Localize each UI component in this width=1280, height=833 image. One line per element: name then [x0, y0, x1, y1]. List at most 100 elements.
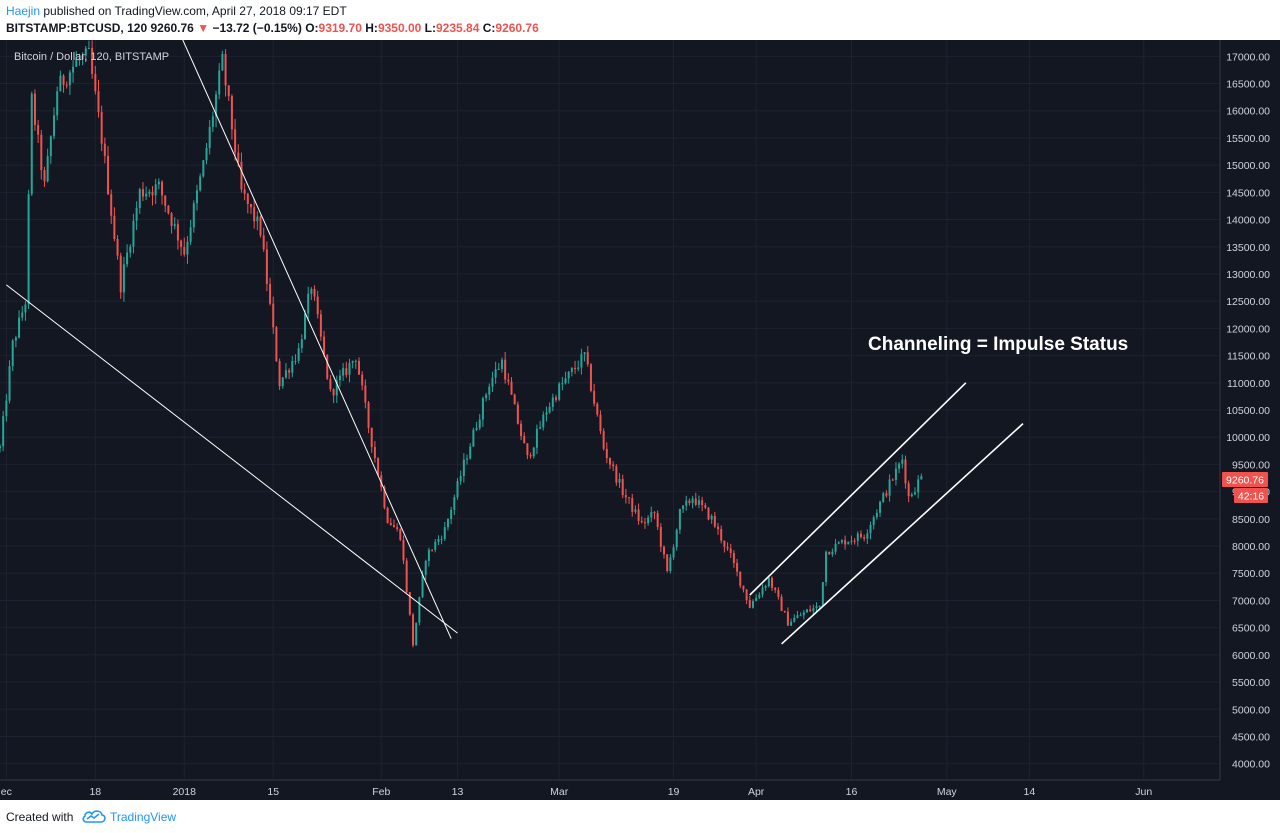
candle-body: [621, 479, 624, 496]
candle-body: [675, 529, 678, 548]
candle-body: [259, 216, 262, 236]
candle-body: [694, 498, 697, 505]
x-tick-label: 14: [1024, 786, 1036, 798]
candle-body: [745, 589, 748, 601]
candle-body: [751, 601, 754, 608]
candle-body: [2, 416, 5, 447]
candle-body: [278, 361, 281, 387]
candle-body: [663, 546, 666, 555]
trendline[interactable]: [749, 382, 967, 596]
candle-body: [561, 383, 564, 385]
close-value: 9260.76: [495, 21, 539, 35]
candle-body: [729, 548, 732, 554]
candle-body: [624, 495, 627, 498]
trendline[interactable]: [6, 284, 458, 634]
candle-body: [602, 431, 605, 449]
candle-body: [796, 615, 799, 618]
candle-body: [313, 288, 316, 297]
candle-body: [574, 368, 577, 370]
y-tick-label: 11000.00: [1227, 378, 1270, 390]
candle-body: [234, 129, 237, 153]
candle-body: [110, 194, 113, 216]
candle-body: [682, 505, 685, 510]
close-label: C:: [482, 21, 496, 35]
x-tick-label: 16: [846, 786, 858, 798]
candle-body: [678, 509, 681, 530]
chart-container[interactable]: 4000.00 4500.00 5000.00 5500.00 6000.00 6500.…: [0, 28, 1280, 800]
low-label: L:: [424, 21, 436, 35]
tradingview-brand-link[interactable]: TradingView: [110, 810, 177, 824]
candle-body: [526, 443, 529, 456]
candle-body: [907, 483, 910, 497]
candle-body: [599, 414, 602, 432]
created-with-text: Created with: [6, 810, 74, 824]
candle-body: [348, 362, 351, 375]
candle-body: [726, 546, 729, 549]
candle-body: [304, 313, 306, 340]
x-tick-label: Apr: [748, 786, 765, 798]
candle-body: [656, 513, 659, 527]
candle-body: [453, 497, 456, 510]
candle-body: [431, 549, 434, 551]
candle-body: [882, 493, 885, 502]
candle-body: [736, 562, 739, 572]
candle-body: [742, 585, 745, 590]
candle-body: [609, 458, 611, 465]
candle-body: [377, 458, 380, 476]
candle-body: [396, 527, 399, 530]
candle-body: [710, 515, 713, 520]
price-chart[interactable]: 4000.00 4500.00 5000.00 5500.00 6000.00 6500.…: [0, 28, 1280, 800]
candle-body: [230, 96, 233, 130]
candle-body: [818, 605, 821, 607]
candle-body: [0, 446, 1, 449]
candle-body: [310, 288, 313, 294]
candle-body: [500, 359, 503, 369]
candle-body: [132, 220, 135, 247]
candle-body: [281, 377, 284, 387]
y-tick-label: 4500.00: [1232, 731, 1270, 743]
candle-body: [529, 455, 532, 457]
candle-body: [481, 398, 484, 420]
candle-body: [466, 458, 469, 460]
publish-line: Haejin published on TradingView.com, Apr…: [6, 4, 347, 18]
candle-body: [570, 368, 573, 372]
candle-body: [459, 476, 462, 482]
candle-body: [497, 368, 500, 370]
candle-body: [288, 370, 291, 373]
candle-body: [434, 541, 437, 550]
candle-body: [192, 203, 195, 228]
candle-body: [75, 59, 78, 67]
candle-body: [589, 364, 592, 391]
candle-body: [767, 577, 770, 587]
candle-body: [329, 378, 332, 390]
published-text: published on TradingView.com, April 27, …: [43, 4, 347, 18]
y-tick-label: 8500.00: [1232, 514, 1270, 526]
candle-body: [145, 193, 148, 197]
annotation-text[interactable]: Channeling = Impulse Status: [868, 334, 1128, 355]
candle-body: [523, 436, 526, 444]
time-axis[interactable]: ec 18 2018 15 Feb 13 Mar 19 Apr 16 May 14 Jun: [1, 786, 1153, 798]
candle-body: [361, 374, 364, 386]
candle-body: [332, 389, 335, 396]
x-tick-label: Feb: [372, 786, 390, 798]
candle-body: [265, 249, 268, 284]
candle-body: [507, 379, 510, 382]
candle-body: [713, 515, 716, 527]
candle-body: [18, 317, 21, 338]
candle-body: [424, 560, 427, 575]
y-tick-label: 7000.00: [1232, 595, 1270, 607]
trendline[interactable]: [177, 28, 452, 639]
author-link[interactable]: Haejin: [6, 4, 41, 18]
candle-body: [87, 48, 90, 50]
price-tag-box: [1222, 472, 1268, 487]
price-tag-text: 9260.76: [1226, 475, 1264, 487]
countdown-tag: 42:16: [1234, 488, 1268, 503]
candle-body: [418, 597, 421, 623]
trendlines[interactable]: [6, 28, 1024, 645]
candle-body: [269, 283, 272, 304]
trendline[interactable]: [781, 423, 1024, 645]
candle-body: [21, 312, 24, 318]
candle-body: [116, 239, 119, 256]
candle-body: [224, 53, 227, 86]
candle-body: [774, 587, 777, 590]
